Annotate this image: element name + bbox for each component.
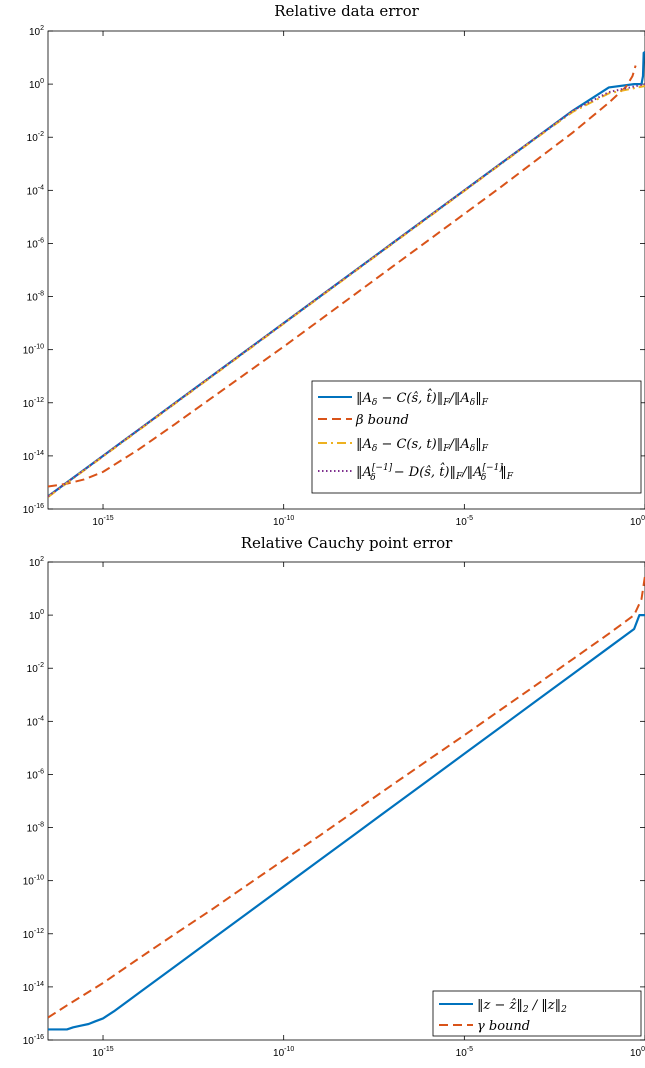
y-tick-label: 10-16 [23, 503, 44, 516]
y-tick-label: 100 [29, 78, 44, 91]
x-tick-label: 10-15 [92, 1046, 113, 1059]
y-tick-label: 10-12 [23, 397, 44, 410]
y-tick-label: 10-10 [23, 344, 44, 357]
y-tick-label: 10-14 [23, 450, 44, 463]
x-tick-label: 100 [630, 515, 645, 528]
y-tick-label: 100 [29, 609, 44, 622]
legend-label-1: γ bound [477, 1019, 530, 1034]
legend-label-2: ‖Aδ − C(s, t)‖F/‖Aδ‖F [356, 437, 489, 454]
series-line-1 [48, 65, 637, 488]
series-line-1 [48, 575, 645, 1019]
y-tick-label: 10-12 [23, 928, 44, 941]
legend: ‖z − ẑ‖2 / ‖z‖2 γ bound [432, 990, 642, 1037]
y-tick-label: 10-8 [27, 822, 44, 835]
series-group [48, 575, 645, 1031]
chart-relative-data-error: Relative data error 10-16 10-14 10-12 10-10 1… [23, 2, 645, 528]
y-tick-label: 10-14 [23, 981, 44, 994]
legend-box [311, 380, 642, 494]
chart-title: Relative Cauchy point error [241, 534, 453, 552]
y-tick-label: 10-8 [27, 291, 44, 304]
plot-area-frame [47, 561, 645, 1041]
legend-box [432, 990, 642, 1037]
x-tick-label: 10-5 [456, 1046, 473, 1059]
x-tick-label: 100 [630, 1046, 645, 1059]
series-group [48, 51, 645, 498]
legend-label-1: β bound [355, 413, 409, 428]
y-tick-label: 102 [29, 25, 44, 38]
legend: ‖Aδ − C(ŝ, t̂)‖F/‖Aδ‖F β bound ‖Aδ − C(s, … [311, 380, 642, 494]
legend-label-0: ‖z − ẑ‖2 / ‖z‖2 [477, 998, 567, 1015]
series-line-0 [48, 614, 645, 1031]
y-tick-label: 10-2 [27, 662, 44, 675]
plot-area-frame [47, 30, 645, 510]
y-tick-label: 10-2 [27, 131, 44, 144]
chart-relative-cauchy-point-error: Relative Cauchy point error 10-16 10-14 10-… [23, 534, 645, 1059]
x-tick-label: 10-10 [273, 515, 294, 528]
legend-label-0: ‖Aδ − C(ŝ, t̂)‖F/‖Aδ‖F [356, 388, 489, 408]
legend-label-3: ‖A[−1] δ − D(ŝ, t̂)‖F/‖A[−1] δ ‖F [356, 462, 514, 483]
chart-title: Relative data error [274, 2, 419, 20]
y-tick-label: 10-10 [23, 875, 44, 888]
y-tick-label: 10-6 [27, 237, 44, 250]
y-tick-label: 102 [29, 556, 44, 569]
y-tick-label: 10-4 [27, 715, 44, 728]
x-tick-label: 10-10 [273, 1046, 294, 1059]
x-tick-label: 10-5 [456, 515, 473, 528]
y-tick-label: 10-6 [27, 768, 44, 781]
y-tick-label: 10-4 [27, 184, 44, 197]
x-tick-label: 10-15 [92, 515, 113, 528]
y-tick-label: 10-16 [23, 1034, 44, 1047]
